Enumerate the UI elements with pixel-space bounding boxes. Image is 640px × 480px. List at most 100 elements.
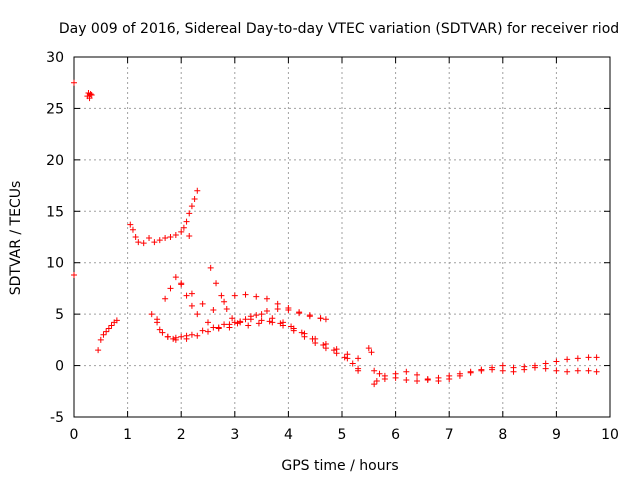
data-point [154,316,161,323]
data-point [392,370,399,377]
data-point [349,360,356,367]
data-point [199,300,206,307]
data-point [499,367,506,374]
y-tick-label: 15 [46,204,64,220]
data-point [585,367,592,374]
y-axis: -5 0 5 10 15 20 25 30 [46,50,610,426]
data-point [178,228,185,235]
data-point [172,336,179,343]
data-point [446,375,453,382]
y-tick-label: 30 [46,50,64,66]
data-point [253,312,260,319]
data-point [288,323,295,330]
data-point [210,324,217,331]
data-point [330,347,337,354]
data-point [194,311,201,318]
data-point [467,369,474,376]
data-point [312,339,319,346]
data-point [247,316,254,323]
y-axis-label: SDTVAR / TECUs [8,181,24,296]
data-point [186,210,193,217]
x-tick-label: 5 [338,427,347,443]
data-point [178,333,185,340]
chart-title: Day 009 of 2016, Sidereal Day-to-day VTE… [59,21,619,37]
data-point [164,333,171,340]
data-point [210,307,217,314]
data-point [183,292,190,299]
data-point [266,318,273,325]
series-early-rise [95,317,120,354]
y-tick-label: 25 [46,101,64,117]
data-point [414,371,421,378]
data-point [593,354,600,361]
data-point [108,322,115,329]
data-point [253,293,260,300]
data-point [269,319,276,326]
data-point [255,320,262,327]
data-point [258,311,265,318]
data-point [172,274,179,281]
data-point [71,79,77,86]
x-axis-label: GPS time / hours [281,458,398,474]
data-point [376,370,383,377]
data-point [355,365,362,372]
series-early-high [84,90,95,102]
series-band-c [156,316,362,374]
data-point [274,306,281,312]
data-point [221,298,228,305]
data-point [521,366,528,373]
data-point [234,320,241,327]
x-axis: 0 1 2 3 4 5 6 7 8 9 10 [70,57,619,443]
x-tick-label: 4 [284,427,293,443]
data-point [499,362,506,369]
x-tick-label: 7 [445,427,454,443]
data-point [194,187,201,194]
data-point [489,366,496,373]
data-point [191,195,198,202]
data-point [167,285,174,292]
x-tick-label: 6 [391,427,400,443]
data-point [574,355,581,362]
data-point [183,218,190,225]
data-point [229,315,236,322]
data-point [231,292,238,299]
data-point [95,347,102,354]
data-point [478,367,485,374]
data-point [309,335,316,342]
data-point [172,231,179,238]
data-point [205,319,211,326]
data-point [277,320,284,327]
data-point [205,328,211,335]
data-point [100,331,107,338]
data-point [373,378,380,384]
data-point [381,375,388,382]
grid [74,57,610,417]
data-point [564,356,571,363]
data-point [285,304,292,311]
y-tick-label: 0 [55,359,64,375]
data-point [403,368,410,375]
series-band-b [154,274,362,362]
series-late-lower [371,364,600,388]
data-point [317,315,324,322]
data-point [403,376,410,383]
data-point [333,350,340,357]
data-point [162,235,169,242]
x-tick-label: 0 [70,427,79,443]
x-tick-label: 2 [177,427,186,443]
data-points [71,79,600,388]
data-point [87,91,94,98]
data-point [344,355,351,362]
data-point [371,381,378,388]
data-point [435,378,442,384]
data-point [71,272,77,279]
data-point [341,354,348,361]
data-point [127,221,134,228]
data-point [258,317,265,324]
data-point [542,360,549,367]
data-point [274,300,281,307]
data-point [167,234,174,240]
data-point [564,368,571,375]
data-point [585,354,592,361]
data-point [151,239,158,246]
